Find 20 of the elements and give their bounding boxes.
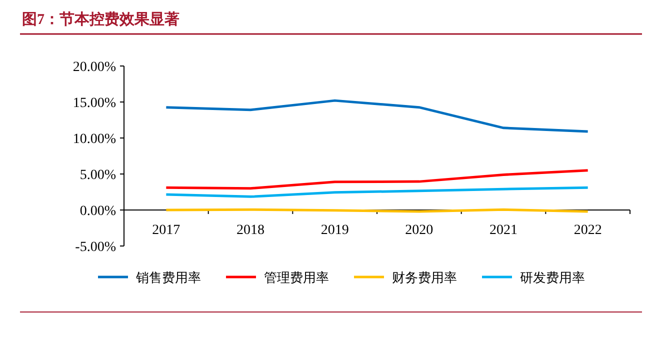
y-tick-label: 20.00% — [72, 60, 116, 75]
x-tick-label: 2021 — [490, 223, 518, 238]
line-series — [164, 169, 590, 190]
line-series — [164, 186, 590, 198]
x-tick-label: 2018 — [236, 223, 264, 238]
legend-label: 管理费用率 — [264, 270, 329, 285]
chart-title: 图7：节本控费效果显著 — [22, 11, 180, 28]
y-tick-label: -5.00% — [75, 240, 116, 255]
legend-label: 财务费用率 — [392, 270, 457, 285]
legend-label: 研发费用率 — [520, 270, 585, 285]
line-series — [164, 99, 590, 133]
legend-label: 销售费用率 — [135, 270, 201, 285]
y-tick-label: 15.00% — [72, 96, 116, 111]
x-tick-label: 2022 — [574, 223, 602, 238]
y-tick-label: 0.00% — [80, 204, 116, 219]
y-tick-label: 10.00% — [72, 132, 116, 147]
x-tick-label: 2017 — [152, 223, 180, 238]
x-tick-label: 2019 — [320, 223, 349, 238]
y-tick-label: 5.00% — [80, 168, 116, 183]
x-tick-label: 2020 — [405, 223, 434, 238]
